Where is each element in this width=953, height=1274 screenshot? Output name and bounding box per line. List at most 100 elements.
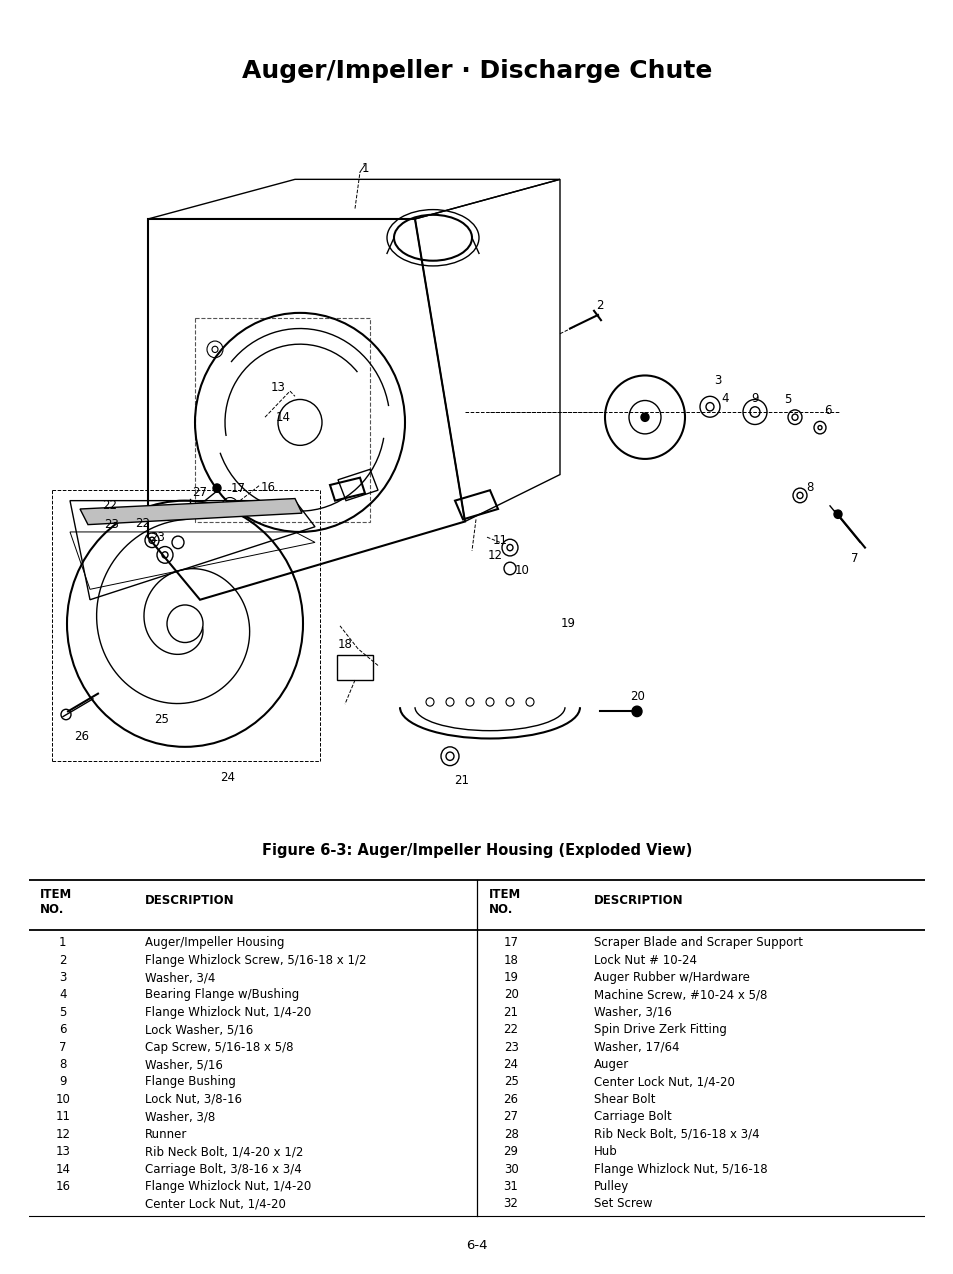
Text: 13: 13 — [271, 381, 285, 395]
Text: Flange Whizlock Nut, 1/4-20: Flange Whizlock Nut, 1/4-20 — [145, 1006, 311, 1019]
Text: 12: 12 — [487, 549, 502, 562]
Text: 14: 14 — [275, 410, 291, 424]
Text: 23: 23 — [105, 519, 119, 531]
Text: 23: 23 — [151, 531, 165, 544]
Text: Figure 6-3: Auger/Impeller Housing (Exploded View): Figure 6-3: Auger/Impeller Housing (Expl… — [261, 843, 692, 857]
Text: 31: 31 — [503, 1180, 518, 1192]
Text: ITEM
NO.: ITEM NO. — [488, 888, 520, 916]
Text: 20: 20 — [630, 691, 645, 703]
Text: 22: 22 — [503, 1023, 518, 1036]
Text: 3: 3 — [59, 971, 67, 984]
Text: 24: 24 — [220, 771, 235, 784]
Text: Lock Nut # 10-24: Lock Nut # 10-24 — [593, 954, 696, 967]
Text: Runner: Runner — [145, 1127, 188, 1140]
Text: 6: 6 — [59, 1023, 67, 1036]
Text: Set Screw: Set Screw — [593, 1198, 652, 1210]
Text: Machine Screw, #10-24 x 5/8: Machine Screw, #10-24 x 5/8 — [593, 989, 766, 1001]
Text: 4: 4 — [59, 989, 67, 1001]
Text: Shear Bolt: Shear Bolt — [593, 1093, 655, 1106]
Text: 4: 4 — [720, 392, 728, 405]
Text: Carriage Bolt: Carriage Bolt — [593, 1110, 671, 1124]
Text: 17: 17 — [231, 482, 245, 494]
Text: 12: 12 — [55, 1127, 71, 1140]
Text: 1: 1 — [59, 936, 67, 949]
Text: 26: 26 — [503, 1093, 518, 1106]
Text: 30: 30 — [503, 1162, 517, 1176]
Text: Spin Drive Zerk Fitting: Spin Drive Zerk Fitting — [593, 1023, 725, 1036]
Text: DESCRIPTION: DESCRIPTION — [593, 894, 682, 907]
Circle shape — [833, 510, 841, 519]
Text: Washer, 17/64: Washer, 17/64 — [593, 1041, 679, 1054]
Text: 17: 17 — [503, 936, 518, 949]
Text: Lock Washer, 5/16: Lock Washer, 5/16 — [145, 1023, 253, 1036]
Text: 11: 11 — [492, 534, 507, 547]
Text: 29: 29 — [503, 1145, 518, 1158]
Text: Scraper Blade and Scraper Support: Scraper Blade and Scraper Support — [593, 936, 801, 949]
Text: 26: 26 — [74, 730, 90, 743]
Text: 10: 10 — [55, 1093, 71, 1106]
Text: Auger: Auger — [593, 1059, 628, 1071]
Text: 3: 3 — [714, 375, 720, 387]
Text: Pulley: Pulley — [593, 1180, 628, 1192]
Text: 6-4: 6-4 — [466, 1238, 487, 1252]
Text: 28: 28 — [503, 1127, 518, 1140]
Text: Auger Rubber w/Hardware: Auger Rubber w/Hardware — [593, 971, 749, 984]
Polygon shape — [80, 498, 302, 525]
Text: 18: 18 — [503, 954, 518, 967]
Text: 25: 25 — [503, 1075, 518, 1088]
Text: 18: 18 — [337, 638, 352, 651]
Text: 1: 1 — [361, 162, 369, 176]
Text: 10: 10 — [514, 564, 529, 577]
Text: 20: 20 — [503, 989, 518, 1001]
Text: 19: 19 — [560, 617, 575, 631]
Text: 9: 9 — [59, 1075, 67, 1088]
Text: 2: 2 — [596, 299, 603, 312]
Text: 7: 7 — [850, 552, 858, 564]
Text: 13: 13 — [55, 1145, 71, 1158]
Text: 8: 8 — [59, 1059, 67, 1071]
Text: 16: 16 — [260, 480, 275, 493]
Text: 2: 2 — [59, 954, 67, 967]
Circle shape — [185, 506, 194, 516]
Text: Washer, 3/8: Washer, 3/8 — [145, 1110, 215, 1124]
Text: Washer, 5/16: Washer, 5/16 — [145, 1059, 223, 1071]
Text: Auger/Impeller · Discharge Chute: Auger/Impeller · Discharge Chute — [241, 60, 712, 83]
Text: 9: 9 — [750, 392, 758, 405]
Text: Washer, 3/4: Washer, 3/4 — [145, 971, 215, 984]
Text: Flange Bushing: Flange Bushing — [145, 1075, 235, 1088]
Text: 23: 23 — [503, 1041, 518, 1054]
Text: 21: 21 — [503, 1006, 518, 1019]
Text: 8: 8 — [805, 480, 813, 493]
Text: 11: 11 — [55, 1110, 71, 1124]
Text: 32: 32 — [503, 1198, 518, 1210]
Text: Center Lock Nut, 1/4-20: Center Lock Nut, 1/4-20 — [593, 1075, 734, 1088]
Text: DESCRIPTION: DESCRIPTION — [145, 894, 234, 907]
Text: 25: 25 — [154, 713, 170, 726]
Text: Washer, 3/16: Washer, 3/16 — [593, 1006, 671, 1019]
Text: 6: 6 — [823, 404, 831, 418]
Text: Flange Whizlock Nut, 1/4-20: Flange Whizlock Nut, 1/4-20 — [145, 1180, 311, 1192]
Text: 5: 5 — [783, 392, 791, 406]
Text: Hub: Hub — [593, 1145, 617, 1158]
Text: Flange Whizlock Nut, 5/16-18: Flange Whizlock Nut, 5/16-18 — [593, 1162, 766, 1176]
Circle shape — [640, 413, 648, 422]
Text: ITEM
NO.: ITEM NO. — [40, 888, 72, 916]
Text: 27: 27 — [193, 485, 208, 499]
Text: 27: 27 — [503, 1110, 518, 1124]
Text: Carriage Bolt, 3/8-16 x 3/4: Carriage Bolt, 3/8-16 x 3/4 — [145, 1162, 302, 1176]
Text: 5: 5 — [59, 1006, 67, 1019]
Circle shape — [631, 706, 641, 716]
Text: Center Lock Nut, 1/4-20: Center Lock Nut, 1/4-20 — [145, 1198, 286, 1210]
Text: Flange Whizlock Screw, 5/16-18 x 1/2: Flange Whizlock Screw, 5/16-18 x 1/2 — [145, 954, 366, 967]
Text: 7: 7 — [59, 1041, 67, 1054]
Text: 21: 21 — [454, 773, 469, 787]
Circle shape — [213, 484, 221, 492]
Text: 22: 22 — [102, 499, 117, 512]
Text: Auger/Impeller Housing: Auger/Impeller Housing — [145, 936, 284, 949]
Text: Lock Nut, 3/8-16: Lock Nut, 3/8-16 — [145, 1093, 242, 1106]
Text: 24: 24 — [503, 1059, 518, 1071]
Text: Rib Neck Bolt, 5/16-18 x 3/4: Rib Neck Bolt, 5/16-18 x 3/4 — [593, 1127, 759, 1140]
Text: 19: 19 — [503, 971, 518, 984]
Text: Bearing Flange w/Bushing: Bearing Flange w/Bushing — [145, 989, 299, 1001]
Text: 16: 16 — [55, 1180, 71, 1192]
